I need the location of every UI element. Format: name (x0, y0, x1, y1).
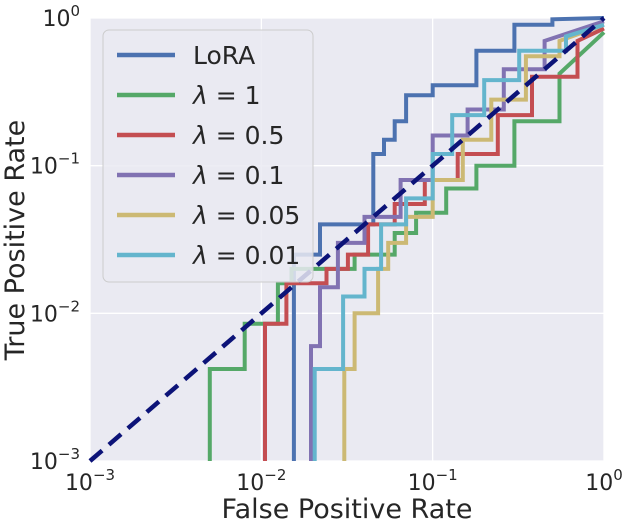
tick-base: 10 (585, 471, 613, 496)
tick-exponent: −3 (58, 445, 80, 463)
legend-lambda-symbol: λ (191, 81, 208, 110)
legend-label: λ = 0.1 (191, 161, 284, 190)
tick-exponent: −3 (93, 466, 115, 484)
legend-label: λ = 0.5 (191, 121, 284, 150)
legend-label: LoRA (193, 41, 255, 70)
roc-curve-lambda-0.5 (263, 26, 605, 461)
tick-exponent: −2 (264, 466, 286, 484)
tick-exponent: −1 (58, 150, 80, 168)
tick-label: 10−2 (30, 297, 80, 327)
tick-label: 10−3 (30, 445, 80, 475)
tick-base: 10 (30, 302, 58, 327)
tick-base: 10 (30, 155, 58, 180)
legend-lambda-symbol: λ (191, 161, 208, 190)
legend-label-text: = 0.5 (208, 121, 285, 150)
legend-lambda-symbol: λ (191, 241, 208, 270)
legend-label-text: LoRA (193, 41, 255, 70)
chance-line-group (88, 16, 606, 463)
tick-base: 10 (408, 471, 436, 496)
legend-label: λ = 1 (191, 81, 261, 110)
legend-label-text: = 0.05 (208, 201, 301, 230)
roc-curve-lambda-0.1 (309, 19, 605, 461)
tick-label: 10−1 (30, 150, 80, 180)
roc-curve-lambda-0.05 (342, 22, 605, 461)
roc-curve-lambda-0.01 (312, 22, 605, 461)
legend-label-text: = 1 (208, 81, 261, 110)
x-tick-labels: 10−3 10−2 10−1 100 (65, 466, 623, 496)
legend-label: λ = 0.01 (191, 241, 300, 270)
legend-label: λ = 0.05 (191, 201, 300, 230)
tick-base: 10 (236, 471, 264, 496)
tick-exponent: −2 (58, 297, 80, 315)
tick-exponent: −1 (436, 466, 458, 484)
tick-exponent: 0 (613, 466, 623, 484)
chance-line (88, 16, 606, 463)
tick-label: 100 (585, 466, 623, 496)
tick-base: 10 (65, 471, 93, 496)
roc-curve-lora (291, 16, 605, 461)
legend-lambda-symbol: λ (191, 201, 208, 230)
x-axis-title: False Positive Rate (222, 494, 473, 524)
tick-base: 10 (30, 450, 58, 475)
legend-label-text: = 0.01 (208, 241, 301, 270)
tick-exponent: 0 (70, 2, 80, 20)
roc-curves (207, 16, 606, 461)
legend-label-text: = 0.1 (208, 161, 285, 190)
y-axis-title: True Positive Rate (0, 120, 31, 362)
tick-label: 100 (42, 2, 80, 32)
tick-label: 10−2 (236, 466, 286, 496)
tick-base: 10 (42, 7, 70, 32)
legend-lambda-symbol: λ (191, 121, 208, 150)
tick-label: 10−3 (65, 466, 115, 496)
tick-label: 10−1 (408, 466, 458, 496)
